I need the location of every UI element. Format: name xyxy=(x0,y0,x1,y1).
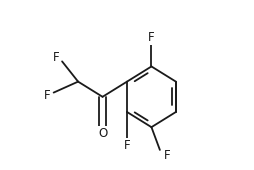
Text: F: F xyxy=(44,89,51,102)
Text: F: F xyxy=(148,31,155,44)
Text: F: F xyxy=(124,139,130,152)
Text: O: O xyxy=(98,127,107,140)
Text: F: F xyxy=(53,51,59,64)
Text: F: F xyxy=(164,149,171,162)
